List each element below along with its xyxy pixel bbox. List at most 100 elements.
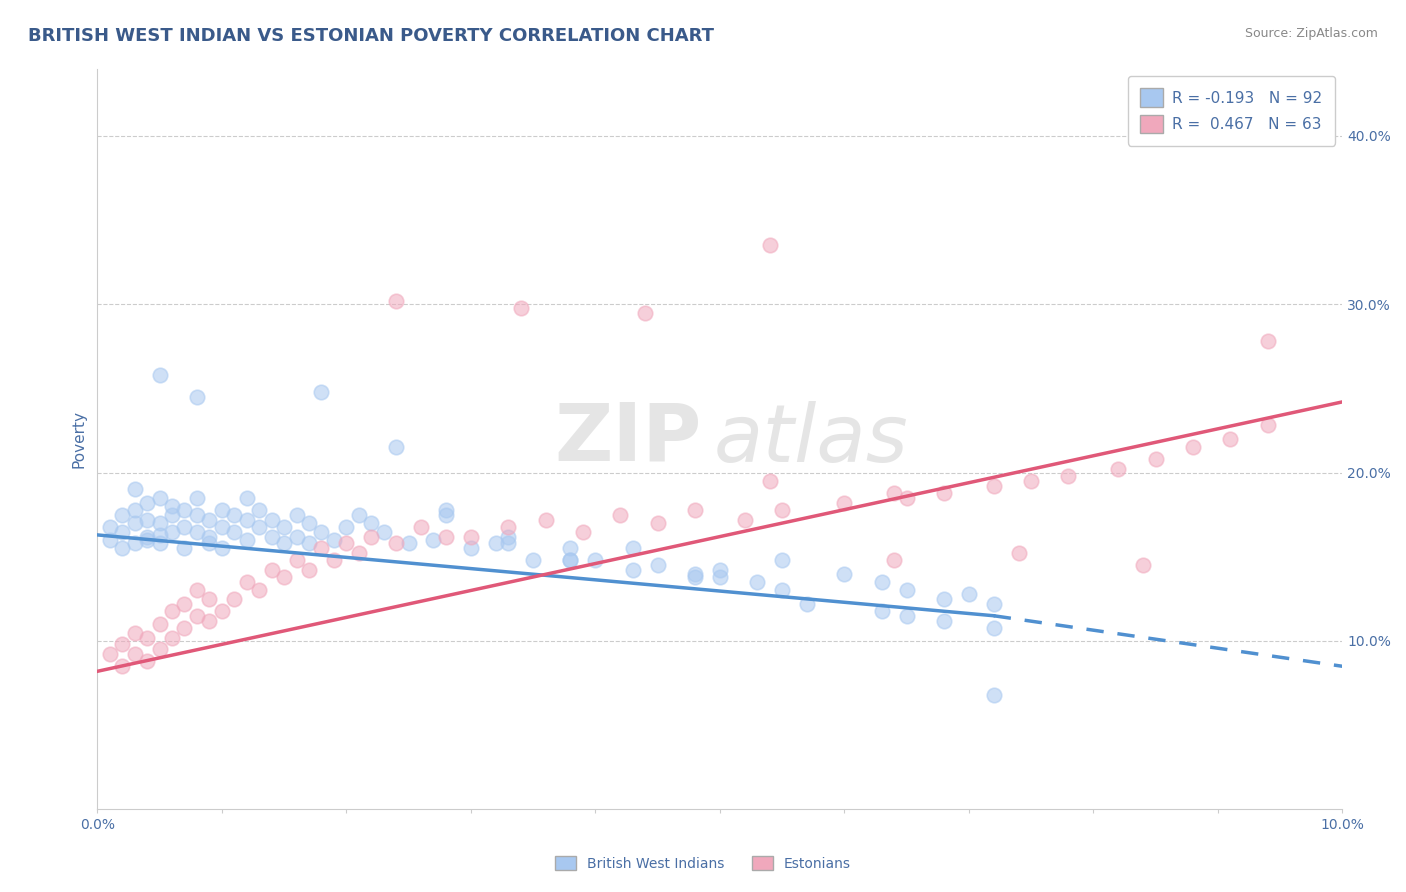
Point bbox=[198, 591, 221, 606]
Point bbox=[509, 301, 531, 315]
Point bbox=[1181, 441, 1204, 455]
Point bbox=[173, 621, 195, 635]
Point bbox=[434, 530, 457, 544]
Point bbox=[160, 508, 183, 522]
Point bbox=[285, 530, 308, 544]
Point bbox=[136, 654, 159, 668]
Point bbox=[496, 530, 519, 544]
Point bbox=[298, 536, 321, 550]
Point bbox=[235, 575, 257, 590]
Point bbox=[149, 617, 172, 632]
Point bbox=[136, 533, 159, 547]
Point bbox=[335, 519, 357, 533]
Point bbox=[534, 513, 557, 527]
Point bbox=[770, 553, 793, 567]
Point bbox=[149, 642, 172, 657]
Point bbox=[247, 502, 270, 516]
Point bbox=[124, 483, 146, 497]
Point bbox=[224, 524, 246, 539]
Point bbox=[560, 553, 582, 567]
Point bbox=[124, 536, 146, 550]
Point bbox=[758, 474, 780, 488]
Point bbox=[124, 648, 146, 662]
Point bbox=[983, 688, 1005, 702]
Point bbox=[136, 513, 159, 527]
Point bbox=[422, 533, 444, 547]
Text: atlas: atlas bbox=[714, 401, 908, 479]
Point bbox=[111, 508, 134, 522]
Point bbox=[1257, 334, 1279, 349]
Point bbox=[896, 491, 918, 505]
Point bbox=[896, 608, 918, 623]
Point bbox=[434, 502, 457, 516]
Point bbox=[883, 485, 905, 500]
Point bbox=[285, 553, 308, 567]
Point bbox=[1219, 432, 1241, 446]
Point bbox=[683, 566, 706, 581]
Point bbox=[149, 516, 172, 530]
Point bbox=[211, 604, 233, 618]
Point bbox=[198, 513, 221, 527]
Point bbox=[485, 536, 508, 550]
Point bbox=[360, 516, 382, 530]
Point bbox=[634, 306, 657, 320]
Point bbox=[770, 583, 793, 598]
Point bbox=[572, 524, 595, 539]
Point bbox=[496, 519, 519, 533]
Point bbox=[273, 519, 295, 533]
Point bbox=[149, 528, 172, 542]
Point bbox=[311, 384, 333, 399]
Point bbox=[235, 491, 257, 505]
Point bbox=[111, 541, 134, 556]
Point bbox=[385, 441, 408, 455]
Point bbox=[734, 513, 756, 527]
Point bbox=[235, 513, 257, 527]
Point bbox=[186, 390, 208, 404]
Point bbox=[347, 546, 370, 560]
Point bbox=[173, 502, 195, 516]
Point bbox=[186, 524, 208, 539]
Point bbox=[260, 563, 283, 577]
Point bbox=[360, 530, 382, 544]
Point bbox=[211, 541, 233, 556]
Point bbox=[273, 536, 295, 550]
Point bbox=[957, 587, 980, 601]
Point bbox=[111, 637, 134, 651]
Point bbox=[160, 524, 183, 539]
Point bbox=[186, 608, 208, 623]
Point bbox=[322, 533, 344, 547]
Point bbox=[683, 570, 706, 584]
Text: BRITISH WEST INDIAN VS ESTONIAN POVERTY CORRELATION CHART: BRITISH WEST INDIAN VS ESTONIAN POVERTY … bbox=[28, 27, 714, 45]
Point bbox=[347, 508, 370, 522]
Point bbox=[322, 553, 344, 567]
Point bbox=[1144, 452, 1167, 467]
Point bbox=[186, 583, 208, 598]
Point bbox=[460, 541, 482, 556]
Point bbox=[111, 524, 134, 539]
Point bbox=[160, 604, 183, 618]
Point bbox=[98, 533, 121, 547]
Point bbox=[409, 519, 432, 533]
Point bbox=[124, 516, 146, 530]
Point bbox=[983, 479, 1005, 493]
Point bbox=[870, 604, 893, 618]
Point bbox=[796, 597, 818, 611]
Text: Source: ZipAtlas.com: Source: ZipAtlas.com bbox=[1244, 27, 1378, 40]
Point bbox=[932, 485, 955, 500]
Point bbox=[160, 631, 183, 645]
Point bbox=[560, 541, 582, 556]
Point bbox=[647, 516, 669, 530]
Point bbox=[832, 566, 855, 581]
Point bbox=[983, 597, 1005, 611]
Point bbox=[709, 570, 731, 584]
Point bbox=[460, 530, 482, 544]
Point bbox=[260, 530, 283, 544]
Text: ZIP: ZIP bbox=[554, 400, 702, 478]
Point bbox=[198, 614, 221, 628]
Point bbox=[298, 516, 321, 530]
Point bbox=[273, 570, 295, 584]
Point bbox=[385, 536, 408, 550]
Point bbox=[98, 648, 121, 662]
Point bbox=[124, 502, 146, 516]
Point bbox=[647, 558, 669, 573]
